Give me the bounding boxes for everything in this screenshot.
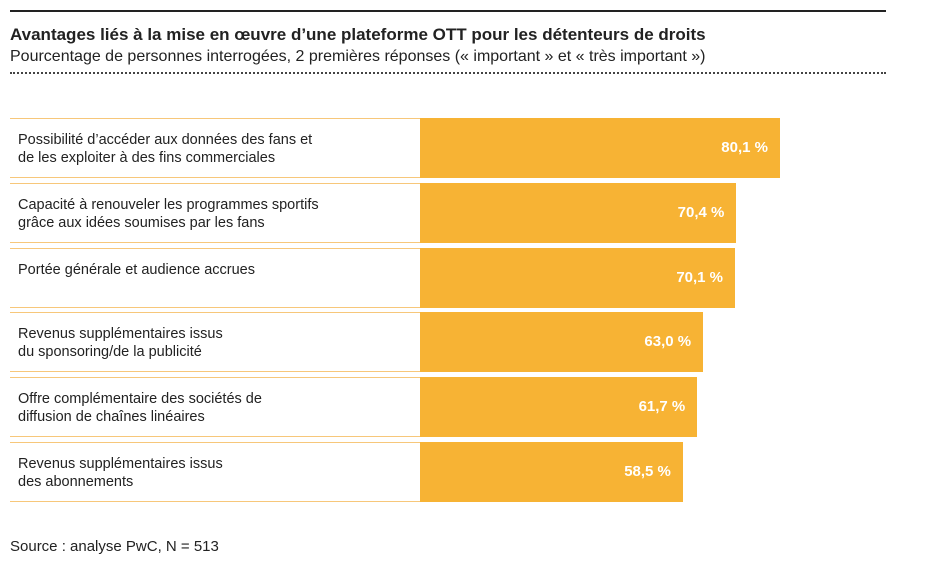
top-rule bbox=[10, 10, 886, 12]
bar bbox=[420, 182, 737, 243]
chart-subtitle: Pourcentage de personnes interrogées, 2 … bbox=[10, 48, 706, 65]
value-label: 70,4 % bbox=[677, 203, 725, 221]
category-label: Capacité à renouveler les programmes spo… bbox=[10, 182, 420, 243]
dotted-rule bbox=[10, 72, 886, 74]
category-label: Revenus supplémentaires issus des abonne… bbox=[10, 442, 420, 502]
source: Source : analyse PwC, N = 513 bbox=[10, 538, 219, 555]
category-label: Offre complémentaire des sociétés de dif… bbox=[10, 377, 420, 438]
bar bbox=[420, 442, 683, 502]
category-label: Portée générale et audience accrues bbox=[10, 247, 420, 308]
value-label: 63,0 % bbox=[644, 333, 692, 351]
value-label: 70,1 % bbox=[676, 268, 724, 286]
value-label: 61,7 % bbox=[638, 398, 686, 416]
category-label: Revenus supplémentaires issus du sponsor… bbox=[10, 312, 420, 373]
bar bbox=[420, 312, 704, 373]
bar bbox=[420, 118, 780, 178]
bar bbox=[420, 377, 698, 438]
value-label: 58,5 % bbox=[624, 463, 671, 480]
bar bbox=[420, 247, 736, 308]
value-label: 80,1 % bbox=[721, 139, 768, 156]
chart-title: Avantages liés à la mise en œuvre d’une … bbox=[10, 25, 706, 44]
category-label: Possibilité d’accéder aux données des fa… bbox=[10, 118, 420, 178]
